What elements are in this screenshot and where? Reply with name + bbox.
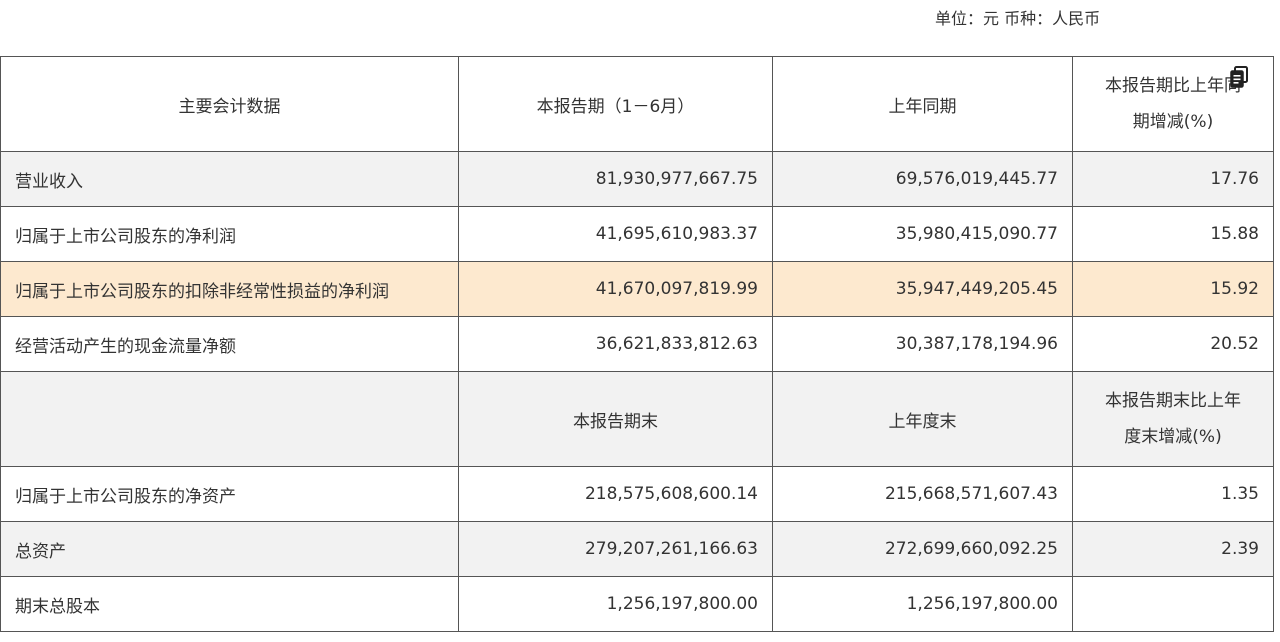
- table-row: 归属于上市公司股东的净利润 41,695,610,983.37 35,980,4…: [0, 206, 1274, 262]
- subheader-change-line2: 度末增减(%): [1124, 427, 1222, 447]
- table-subheader-row: 本报告期末 上年度末 本报告期末比上年 度末增减(%): [0, 371, 1274, 467]
- row-label: 归属于上市公司股东的扣除非经常性损益的净利润: [0, 261, 459, 317]
- table-row: 归属于上市公司股东的净资产 218,575,608,600.14 215,668…: [0, 466, 1274, 522]
- prior-value: 30,387,178,194.96: [772, 316, 1073, 372]
- subheader-change-line1: 本报告期末比上年: [1105, 391, 1241, 411]
- change-value: 2.39: [1072, 521, 1274, 577]
- header-change-line2: 期增减(%): [1132, 112, 1214, 132]
- subheader-prior-year-end: 上年度末: [772, 371, 1073, 467]
- table-row: 总资产 279,207,261,166.63 272,699,660,092.2…: [0, 521, 1274, 577]
- current-value: 36,621,833,812.63: [458, 316, 773, 372]
- change-value: 20.52: [1072, 316, 1274, 372]
- table-header-row: 主要会计数据 本报告期（1－6月） 上年同期 本报告期比上年同 期增减(%): [0, 56, 1274, 152]
- row-label: 期末总股本: [0, 576, 459, 632]
- copy-icon[interactable]: [1229, 66, 1251, 88]
- table-row: 经营活动产生的现金流量净额 36,621,833,812.63 30,387,1…: [0, 316, 1274, 372]
- header-prior-period: 上年同期: [772, 56, 1073, 152]
- table-row: 营业收入 81,930,977,667.75 69,576,019,445.77…: [0, 151, 1274, 207]
- row-label: 归属于上市公司股东的净资产: [0, 466, 459, 522]
- change-value: 17.76: [1072, 151, 1274, 207]
- prior-value: 35,980,415,090.77: [772, 206, 1073, 262]
- row-label: 经营活动产生的现金流量净额: [0, 316, 459, 372]
- row-label: 营业收入: [0, 151, 459, 207]
- unit-note: 单位：元 币种：人民币: [935, 9, 1101, 28]
- change-value: 15.88: [1072, 206, 1274, 262]
- row-label: 总资产: [0, 521, 459, 577]
- current-value: 81,930,977,667.75: [458, 151, 773, 207]
- header-change-line1: 本报告期比上年同: [1105, 76, 1241, 96]
- current-value: 1,256,197,800.00: [458, 576, 773, 632]
- row-label: 归属于上市公司股东的净利润: [0, 206, 459, 262]
- table-row: 期末总股本 1,256,197,800.00 1,256,197,800.00: [0, 576, 1274, 632]
- current-value: 279,207,261,166.63: [458, 521, 773, 577]
- change-value: 15.92: [1072, 261, 1274, 317]
- change-value: 1.35: [1072, 466, 1274, 522]
- subheader-blank: [0, 371, 459, 467]
- header-main-data: 主要会计数据: [0, 56, 459, 152]
- prior-value: 69,576,019,445.77: [772, 151, 1073, 207]
- copy-icon-graphic: [1230, 66, 1248, 88]
- prior-value: 272,699,660,092.25: [772, 521, 1073, 577]
- prior-value: 215,668,571,607.43: [772, 466, 1073, 522]
- subheader-change-percent: 本报告期末比上年 度末增减(%): [1072, 371, 1274, 467]
- table-row-highlighted: 归属于上市公司股东的扣除非经常性损益的净利润 41,670,097,819.99…: [0, 261, 1274, 317]
- prior-value: 1,256,197,800.00: [772, 576, 1073, 632]
- header-current-period: 本报告期（1－6月）: [458, 56, 773, 152]
- current-value: 218,575,608,600.14: [458, 466, 773, 522]
- prior-value: 35,947,449,205.45: [772, 261, 1073, 317]
- change-value: [1072, 576, 1274, 632]
- subheader-period-end: 本报告期末: [458, 371, 773, 467]
- current-value: 41,670,097,819.99: [458, 261, 773, 317]
- current-value: 41,695,610,983.37: [458, 206, 773, 262]
- financial-data-table: 主要会计数据 本报告期（1－6月） 上年同期 本报告期比上年同 期增减(%) 营…: [0, 56, 1274, 632]
